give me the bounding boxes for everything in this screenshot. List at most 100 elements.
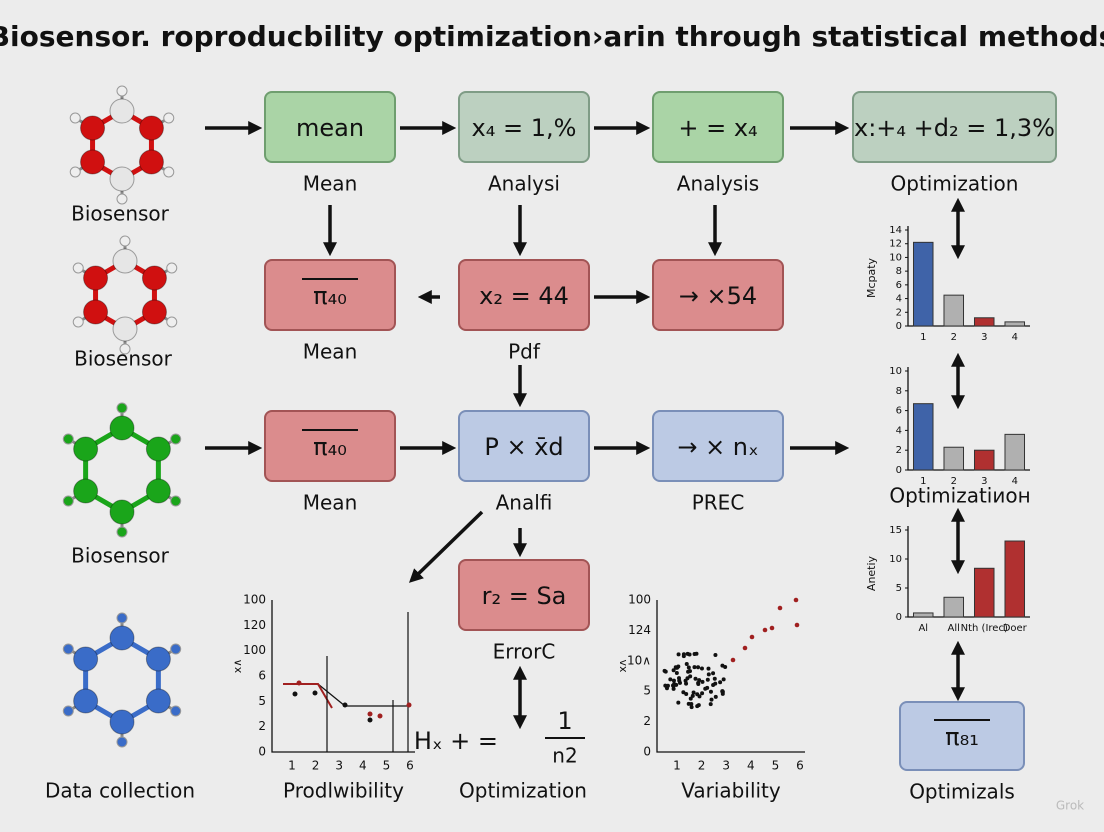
node-box	[652, 259, 784, 331]
atom	[170, 433, 182, 445]
atom	[170, 643, 182, 655]
atom	[69, 112, 81, 124]
point	[793, 597, 799, 603]
point	[367, 717, 373, 723]
point	[684, 681, 689, 686]
y-tick-label: 2	[896, 445, 902, 456]
point	[699, 666, 704, 671]
y-tick-label: 100	[243, 593, 266, 607]
point	[377, 713, 383, 719]
node-caption: Mean	[303, 340, 358, 364]
atom	[145, 646, 171, 672]
point	[713, 653, 718, 658]
x-tick-label: 1	[288, 759, 296, 773]
point	[671, 678, 676, 683]
point	[296, 680, 302, 686]
y-tick-label: 120	[243, 618, 266, 632]
point	[713, 694, 718, 699]
atom	[163, 166, 175, 178]
atom	[109, 166, 135, 192]
node-label: → ×54	[679, 282, 757, 310]
bar	[912, 403, 934, 471]
point	[720, 663, 725, 668]
atom	[145, 436, 171, 462]
node-caption: Analysis	[677, 172, 759, 196]
atom	[141, 265, 167, 291]
atom	[83, 265, 109, 291]
formula-denominator: n2	[552, 744, 577, 768]
atom	[112, 248, 138, 274]
point	[674, 682, 679, 687]
arrows	[205, 121, 965, 730]
y-tick-label: 2	[896, 307, 902, 318]
node-label: x₂ = 44	[479, 282, 569, 310]
atom	[72, 262, 84, 274]
point	[676, 700, 681, 705]
node-box	[458, 259, 590, 331]
node-label: mean	[296, 114, 364, 142]
x-tick-label: 5	[772, 759, 780, 773]
atom	[62, 433, 74, 445]
atom	[109, 625, 135, 651]
point	[686, 665, 691, 670]
point	[406, 702, 412, 708]
point	[762, 627, 768, 633]
x-tick-label: Doer	[1003, 623, 1028, 634]
node-caption: ErrorC	[493, 640, 556, 664]
point	[708, 689, 713, 694]
atom	[73, 646, 99, 672]
point	[695, 692, 700, 697]
chart-caption: Variability	[681, 779, 781, 803]
atom	[170, 495, 182, 507]
atom	[116, 402, 128, 414]
y-tick-label: 12	[889, 239, 902, 250]
node-label: x₄ = 1,%	[472, 114, 577, 142]
x-tick-label: 3	[722, 759, 730, 773]
title: Biosensor. roproducbility optimization›a…	[0, 20, 1104, 53]
node-label: π₄₀	[313, 282, 347, 310]
bar	[973, 449, 995, 471]
y-tick-label: 2	[258, 719, 266, 733]
node-caption: Optimizals	[909, 780, 1015, 804]
node-box	[652, 91, 784, 163]
node-caption: Analfi	[496, 491, 553, 515]
point	[706, 666, 711, 671]
y-tick-label: 10∧	[627, 653, 651, 667]
point	[705, 677, 710, 682]
x-tick-label: 5	[383, 759, 391, 773]
bar	[1004, 540, 1026, 618]
point	[730, 657, 736, 663]
point	[342, 702, 348, 708]
node-caption: Optimization	[891, 172, 1019, 196]
molecule-caption: Biosensor	[71, 544, 170, 568]
atom	[109, 415, 135, 441]
y-tick-label: 0	[896, 465, 902, 476]
atom	[116, 526, 128, 538]
axis	[271, 600, 415, 753]
point	[677, 678, 682, 683]
point	[292, 691, 298, 697]
point	[693, 676, 698, 681]
point	[688, 696, 693, 701]
point	[684, 692, 689, 697]
atom	[62, 705, 74, 717]
atom	[163, 112, 175, 124]
y-tick-label: 6	[896, 406, 902, 417]
point	[681, 690, 686, 695]
y-tick-label: 8	[896, 386, 902, 397]
atom	[62, 495, 74, 507]
y-tick-label: 124	[628, 623, 651, 637]
atom	[109, 499, 135, 525]
point	[697, 678, 702, 683]
watermark: Grok	[1056, 799, 1084, 813]
node-box	[458, 91, 590, 163]
y-axis-label: Anetiy	[865, 555, 878, 591]
atom	[119, 235, 131, 247]
point	[721, 677, 726, 682]
point	[706, 672, 711, 677]
atom	[72, 316, 84, 328]
point	[777, 605, 783, 611]
point	[769, 625, 775, 631]
point	[367, 711, 373, 717]
